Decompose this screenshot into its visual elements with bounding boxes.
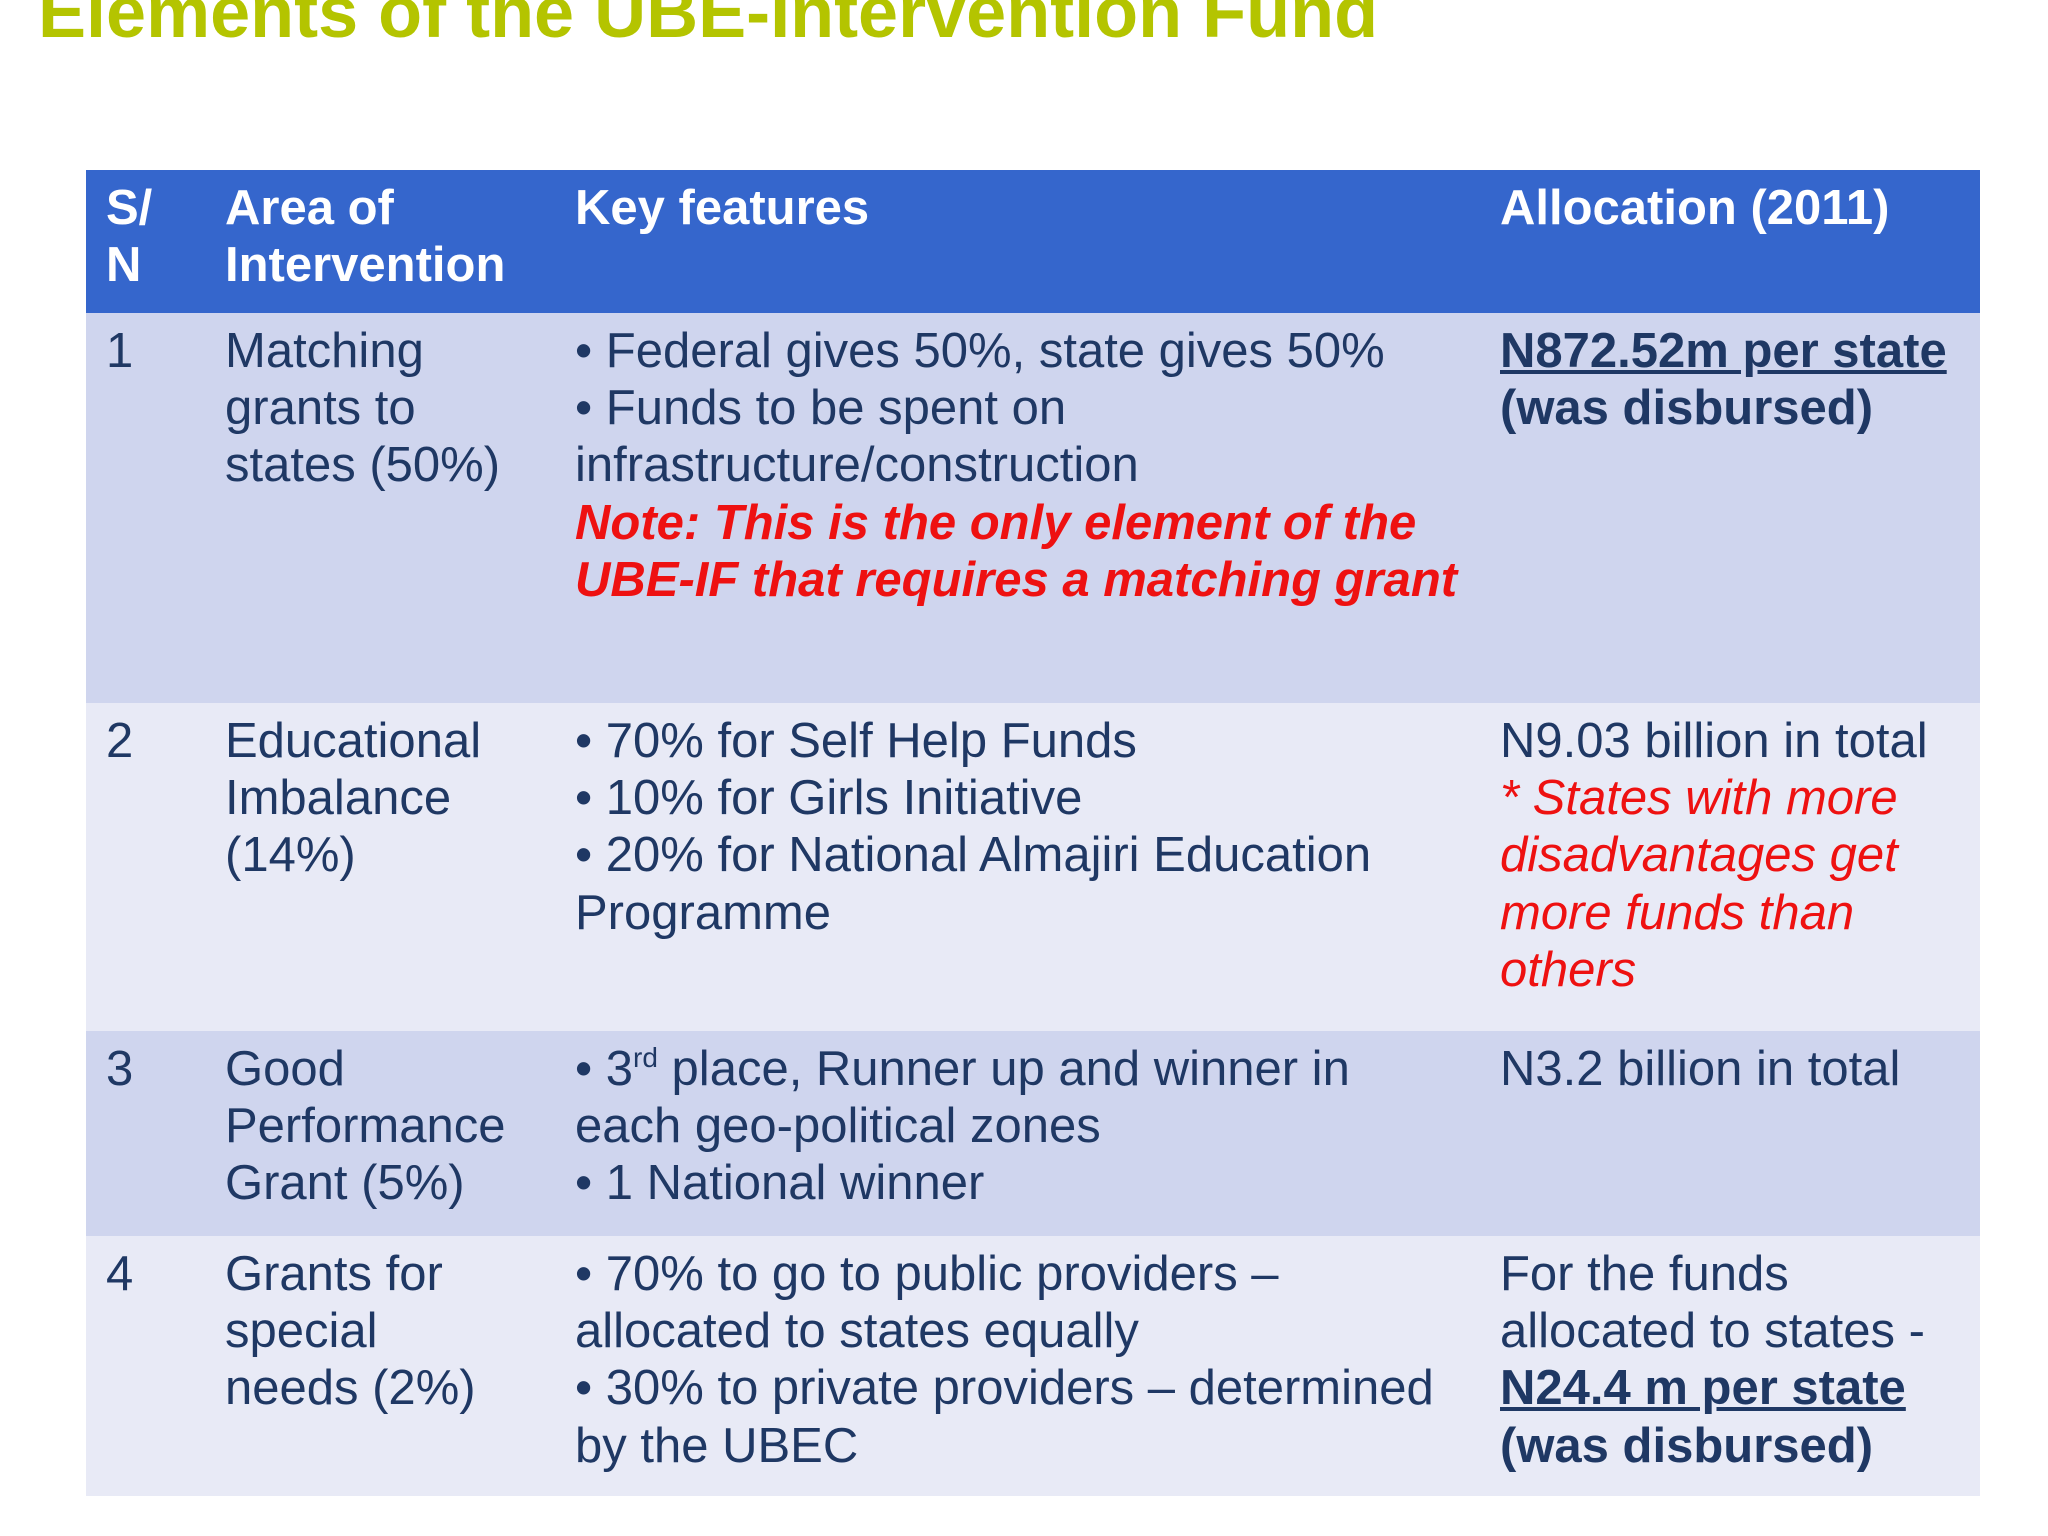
area-line: Good — [225, 1041, 345, 1096]
header-sn-line: S/ — [106, 181, 153, 235]
feature-bullet: • 1 National winner — [575, 1156, 985, 1211]
cell-area: Educational Imbalance (14%) — [205, 702, 555, 1031]
feature-bullet: • 3rd place, Runner up and winner in eac… — [575, 1041, 1460, 1156]
table-row: 2 Educational Imbalance (14%) • 70% for … — [86, 702, 1980, 1031]
header-sn: S/ N — [86, 170, 205, 313]
table-row: 1 Matching grants to states (50%) • Fede… — [86, 312, 1980, 703]
area-line: Grants for — [225, 1246, 443, 1301]
area-line: grants to — [225, 380, 416, 435]
feature-bullet: • Funds to be spent on — [575, 380, 1067, 435]
area-line: needs (2%) — [225, 1361, 476, 1416]
area-line: Matching — [225, 323, 424, 378]
area-line: (14%) — [225, 828, 356, 883]
allocation-total: N9.03 billion in total — [1500, 713, 1928, 768]
table-row: 3 Good Performance Grant (5%) • 3rd plac… — [86, 1030, 1980, 1236]
allocation-amount: N872.52m per state — [1500, 323, 1947, 378]
cell-allocation: N872.52m per state (was disbursed) — [1480, 312, 1980, 703]
feature-bullet: • 10% for Girls Initiative — [575, 770, 1083, 825]
cell-allocation: For the funds allocated to states - N24.… — [1480, 1235, 1980, 1496]
header-area-line: Intervention — [225, 238, 506, 293]
feature-bullet: • 70% to go to public providers – alloca… — [575, 1246, 1279, 1358]
table-header-row: S/ N Area of Intervention Key features A… — [86, 170, 1980, 313]
cell-allocation: N3.2 billion in total — [1480, 1030, 1980, 1236]
area-line: Imbalance — [225, 770, 452, 825]
cell-area: Good Performance Grant (5%) — [205, 1030, 555, 1236]
allocation-note: * States with more disadvantages get mor… — [1500, 770, 1898, 997]
header-features: Key features — [555, 170, 1480, 313]
feature-bullet: • 30% to private providers – determined … — [575, 1361, 1434, 1473]
cell-area: Grants for special needs (2%) — [205, 1235, 555, 1496]
feature-bullet: • Federal gives 50%, state gives 50% — [575, 323, 1385, 378]
area-line: Educational — [225, 713, 482, 768]
cell-features: • Federal gives 50%, state gives 50% • F… — [555, 312, 1480, 703]
feature-bullet-rest: place, Runner up and winner in each geo-… — [575, 1041, 1350, 1153]
feature-bullet-prefix: • 3 — [575, 1041, 634, 1096]
area-line: states (50%) — [225, 438, 501, 493]
allocation-status: (was disbursed) — [1500, 380, 1874, 435]
area-line: Grant (5%) — [225, 1156, 465, 1211]
feature-bullet: • 70% for Self Help Funds — [575, 713, 1137, 768]
allocation-intro: For the funds allocated to states - — [1500, 1246, 1925, 1358]
area-line: special — [225, 1303, 378, 1358]
cell-features: • 70% for Self Help Funds • 10% for Girl… — [555, 702, 1480, 1031]
cell-sn: 4 — [86, 1235, 205, 1496]
header-area-line: Area of — [225, 181, 394, 235]
allocation-amount: N24.4 m per state — [1500, 1361, 1906, 1416]
feature-bullet: infrastructure/construction — [575, 438, 1139, 493]
header-sn-line: N — [106, 238, 142, 293]
allocation-status: (was disbursed) — [1500, 1418, 1874, 1473]
cell-area: Matching grants to states (50%) — [205, 312, 555, 703]
cell-features: • 70% to go to public providers – alloca… — [555, 1235, 1480, 1496]
cell-sn: 3 — [86, 1030, 205, 1236]
cell-allocation: N9.03 billion in total * States with mor… — [1480, 702, 1980, 1031]
ordinal-suffix: rd — [633, 1041, 658, 1073]
header-area: Area of Intervention — [205, 170, 555, 313]
cell-sn: 2 — [86, 702, 205, 1031]
cell-features: • 3rd place, Runner up and winner in eac… — [555, 1030, 1480, 1236]
matching-grant-note: Note: This is the only element of the UB… — [575, 495, 1458, 607]
intervention-table: S/ N Area of Intervention Key features A… — [86, 170, 1980, 1496]
slide-title: Elements of the UBE-Intervention Fund — [38, 0, 1379, 53]
area-line: Performance — [225, 1098, 506, 1153]
cell-sn: 1 — [86, 312, 205, 703]
header-allocation: Allocation (2011) — [1480, 170, 1980, 313]
intervention-table-container: S/ N Area of Intervention Key features A… — [86, 170, 1980, 1496]
feature-bullet: • 20% for National Almajiri Education Pr… — [575, 828, 1372, 940]
allocation-total: N3.2 billion in total — [1500, 1041, 1901, 1096]
table-row: 4 Grants for special needs (2%) • 70% to… — [86, 1235, 1980, 1496]
